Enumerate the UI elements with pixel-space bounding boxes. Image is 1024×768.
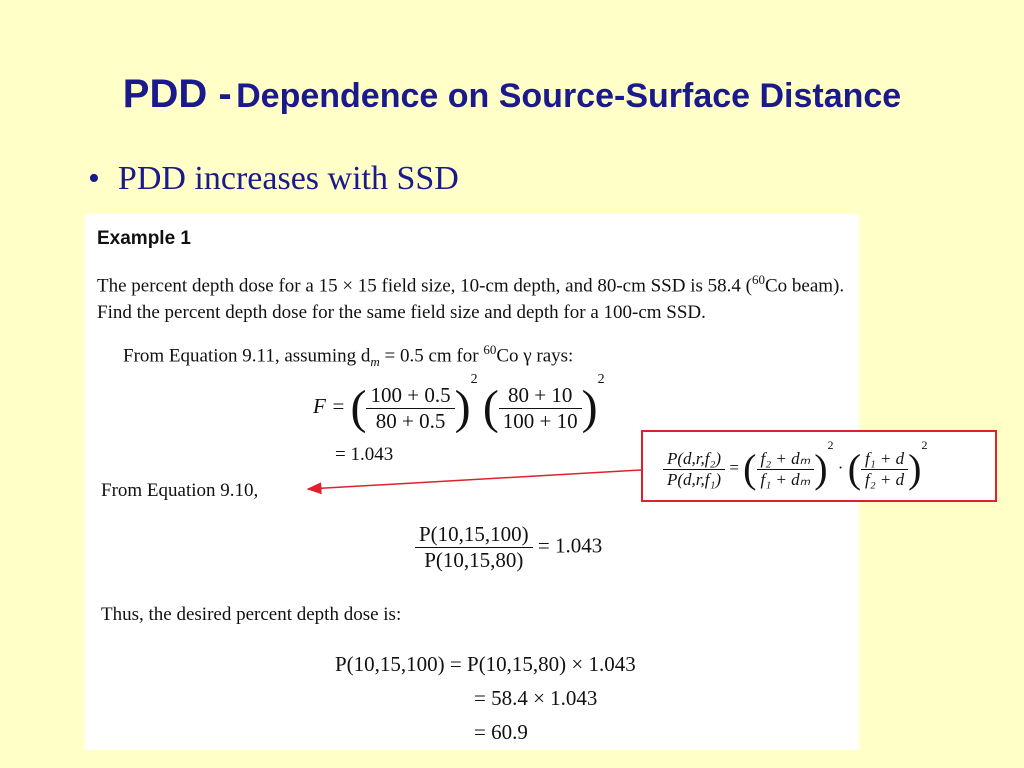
- ratio-num: P(10,15,100): [415, 522, 533, 548]
- f-fraction-2: 80 + 10 100 + 10: [498, 383, 582, 434]
- final-line-2: = 58.4 × 1.043: [474, 686, 598, 710]
- example-heading: Example 1: [97, 228, 191, 249]
- f-num1: 100 + 0.5: [366, 383, 455, 409]
- problem-text-b: Co beam). Find the percent depth dose fo…: [97, 275, 845, 324]
- bullet-dot: •: [88, 160, 100, 197]
- formula-box: P(d,r,f₂) P(d,r,f₁) = (f₂ + dₘ f₁ + dₘ)2 ·…: [641, 430, 997, 502]
- formula-t2-num: f₁ + d: [861, 449, 909, 470]
- bullet-item: • PDD increases with SSD: [88, 160, 459, 198]
- formula-term-2: f₁ + d f₂ + d: [861, 449, 909, 490]
- formula-exp-2: 2: [921, 438, 928, 452]
- ratio-equation: P(10,15,100) P(10,15,80) = 1.043: [415, 522, 602, 573]
- ratio-fraction: P(10,15,100) P(10,15,80): [415, 522, 533, 573]
- formula-lhs-den: P(d,r,f₁): [667, 469, 722, 489]
- formula-exp-1: 2: [827, 438, 834, 452]
- assume-c: Co γ rays:: [496, 345, 574, 367]
- problem-sup: 60: [751, 272, 765, 287]
- formula-eq: =: [729, 458, 739, 477]
- formula-lhs: P(d,r,f₂) P(d,r,f₁): [663, 449, 726, 490]
- title-main: Dependence on Source-Surface Distance: [236, 77, 902, 115]
- assume-sub: m: [370, 354, 380, 370]
- f-result: = 1.043: [335, 444, 394, 465]
- slide-title: PDD - Dependence on Source-Surface Dista…: [0, 72, 1024, 117]
- f-exp2: 2: [597, 372, 605, 387]
- example-problem: The percent depth dose for a 15 × 15 fie…: [97, 266, 847, 326]
- assume-b: = 0.5 cm for: [379, 345, 484, 367]
- assumption-line: From Equation 9.11, assuming dm = 0.5 cm…: [123, 342, 573, 370]
- formula-t1-den: f₁ + dₘ: [760, 469, 811, 489]
- f-exp1: 2: [470, 372, 478, 387]
- thus-line: Thus, the desired percent depth dose is:: [101, 604, 402, 625]
- problem-text-a: The percent depth dose for a 15 × 15 fie…: [97, 275, 752, 297]
- formula-lhs-num: P(d,r,f₂): [663, 449, 726, 470]
- f-equation: F = (100 + 0.5 80 + 0.5)2 (80 + 10 100 + 1…: [313, 372, 605, 435]
- from-equation-label: From Equation 9.10,: [101, 480, 259, 501]
- formula-term-1: f₂ + dₘ f₁ + dₘ: [756, 449, 815, 490]
- bullet-text: PDD increases with SSD: [117, 160, 459, 197]
- f-num2: 80 + 10: [498, 383, 582, 409]
- assume-sup: 60: [483, 342, 497, 357]
- formula-dot: ·: [837, 458, 844, 477]
- f-fraction-1: 100 + 0.5 80 + 0.5: [366, 383, 455, 434]
- assume-a: From Equation 9.11, assuming d: [123, 345, 371, 367]
- ratio-result: = 1.043: [537, 533, 603, 558]
- formula-equation: P(d,r,f₂) P(d,r,f₁) = (f₂ + dₘ f₁ + dₘ)2 ·…: [663, 438, 927, 490]
- f-lhs: F =: [313, 394, 346, 418]
- final-line-3: = 60.9: [474, 720, 528, 744]
- title-prefix: PDD -: [122, 72, 232, 116]
- f-den1: 80 + 0.5: [375, 408, 446, 433]
- f-den2: 100 + 10: [502, 408, 578, 433]
- formula-t1-num: f₂ + dₘ: [756, 449, 815, 470]
- final-line-1: P(10,15,100) = P(10,15,80) × 1.043: [335, 652, 636, 676]
- formula-t2-den: f₂ + d: [865, 469, 905, 489]
- ratio-den: P(10,15,80): [424, 548, 524, 572]
